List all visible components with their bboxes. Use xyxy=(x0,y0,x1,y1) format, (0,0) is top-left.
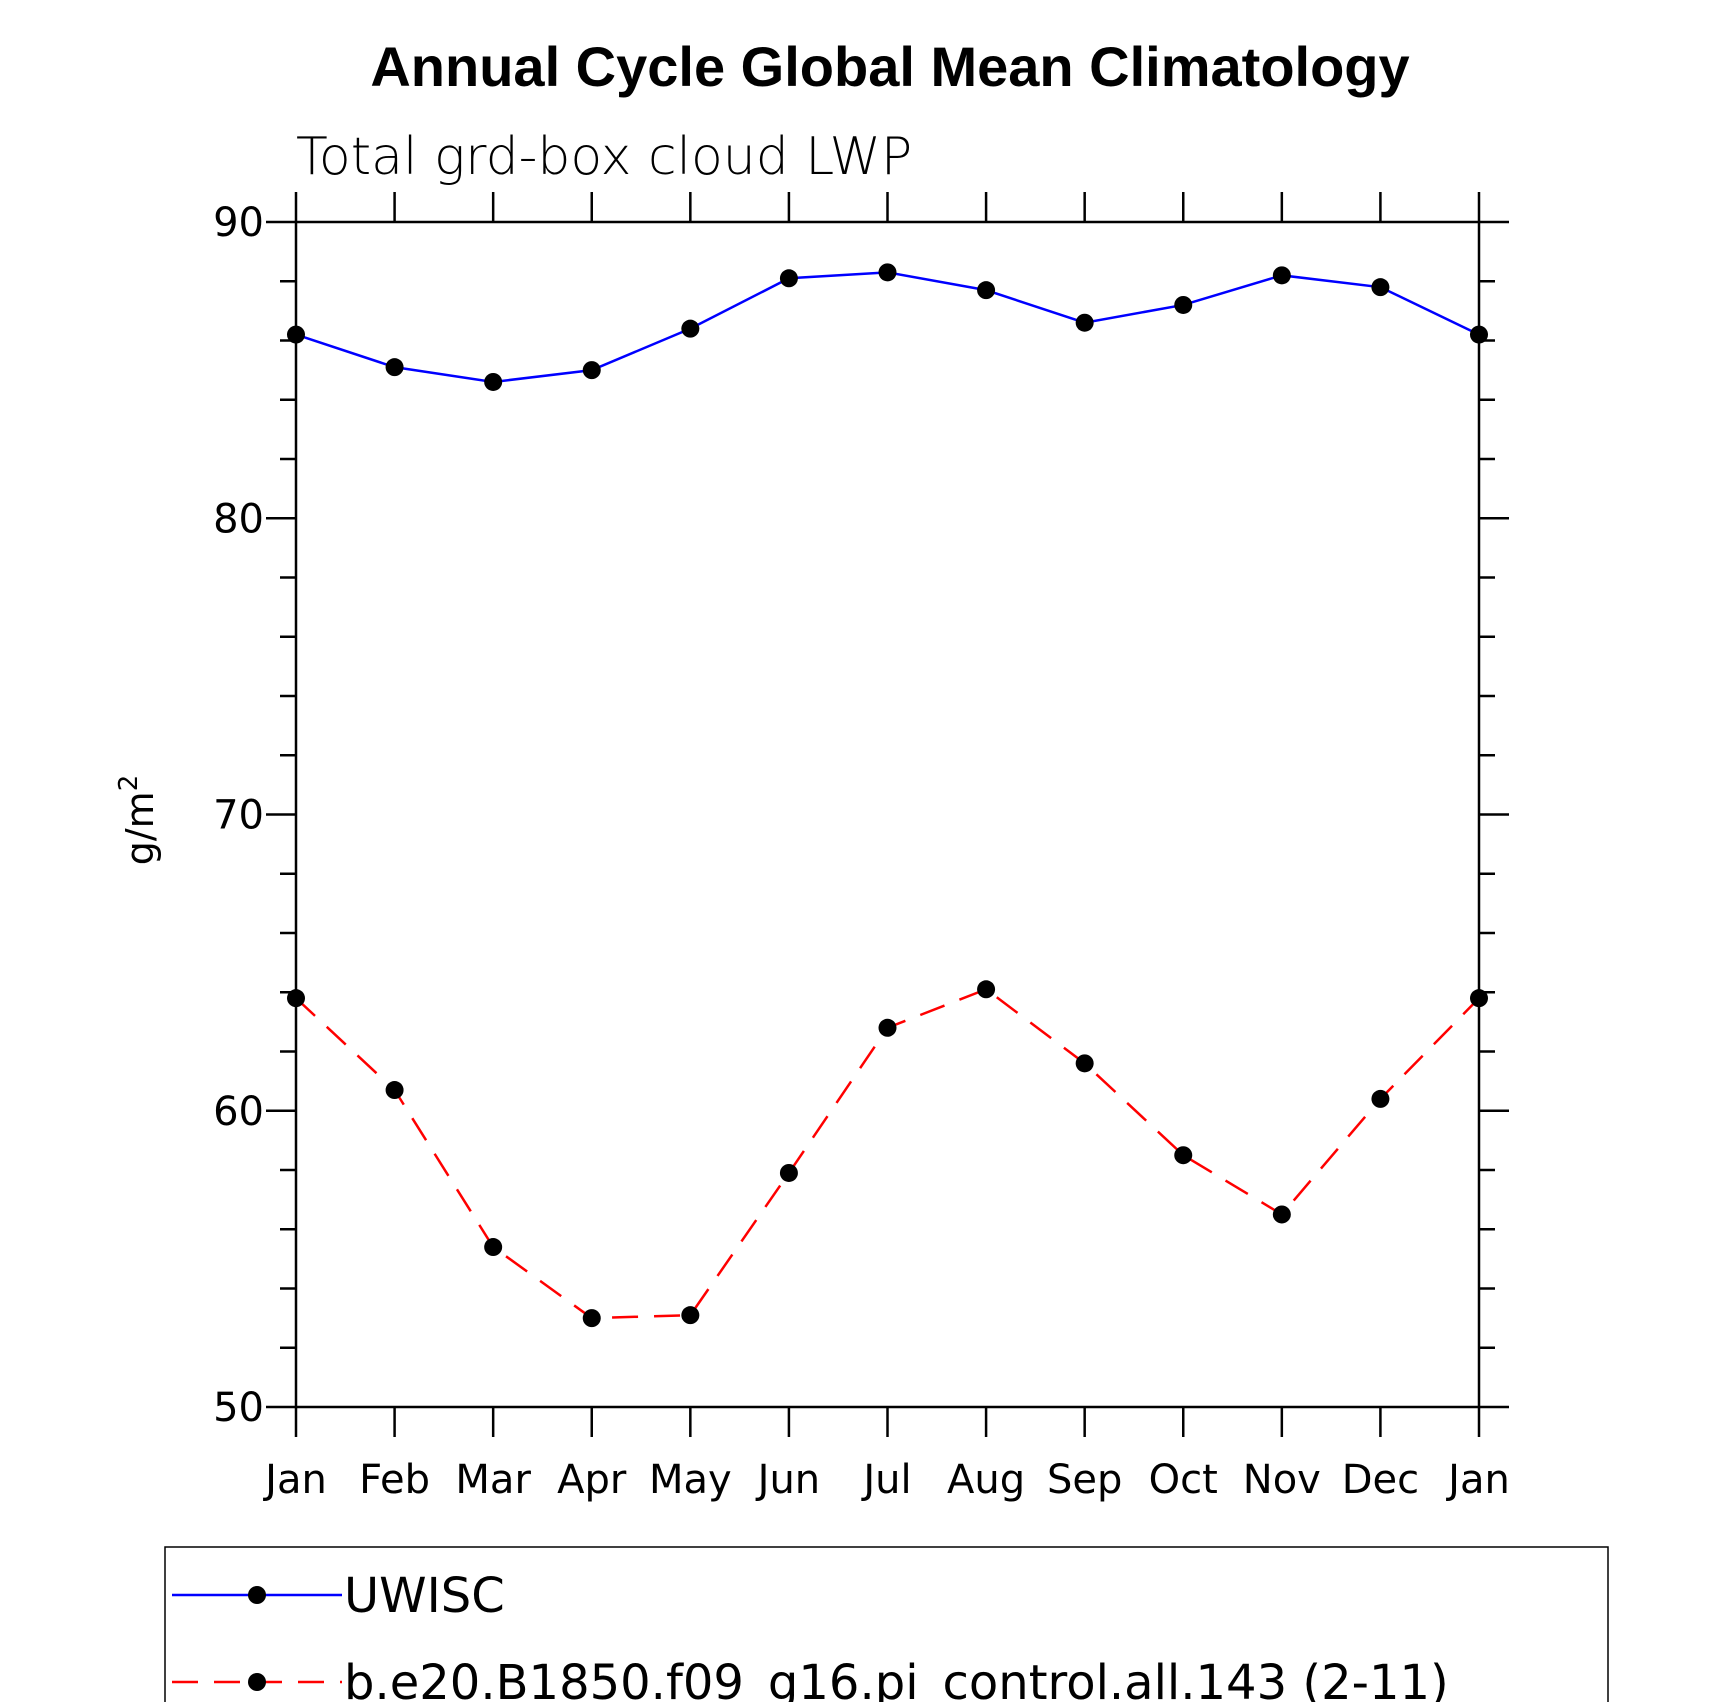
x-tick-label: Jan xyxy=(1445,1457,1510,1503)
legend-label-0: UWISC xyxy=(344,1568,505,1624)
series-1-point xyxy=(681,1306,700,1325)
legend-marker-0 xyxy=(248,1586,266,1604)
series-1-point xyxy=(1272,1205,1291,1224)
y-axis-label-text: g/m xyxy=(118,791,162,865)
x-tick-label: Jul xyxy=(860,1457,911,1503)
series-1-point xyxy=(1174,1146,1193,1165)
series-layer xyxy=(287,263,1488,1328)
y-tick-label: 80 xyxy=(213,496,264,542)
series-0-point xyxy=(385,358,404,377)
series-1-point xyxy=(287,989,305,1008)
x-tick-label: Aug xyxy=(947,1457,1025,1503)
series-0-point xyxy=(977,281,996,300)
series-1-point xyxy=(1371,1089,1390,1108)
series-line-0 xyxy=(295,271,1480,384)
x-tick-label: Sep xyxy=(1047,1457,1122,1503)
series-line-1 xyxy=(295,987,1480,1320)
series-0-point xyxy=(779,269,798,288)
x-tick-label: Nov xyxy=(1243,1457,1321,1503)
x-tick-label: Oct xyxy=(1149,1457,1218,1503)
series-1-point xyxy=(582,1309,601,1328)
x-tick-label: Mar xyxy=(455,1457,531,1503)
series-0-point xyxy=(1470,325,1488,344)
series-0-point xyxy=(582,361,601,380)
chart-title: Annual Cycle Global Mean Climatology xyxy=(370,35,1409,98)
series-0-point xyxy=(484,372,503,391)
x-tick-label: Jan xyxy=(262,1457,327,1503)
svg-text:g/m2: g/m2 xyxy=(114,775,162,866)
series-0-point xyxy=(1075,313,1094,332)
series-0-point xyxy=(1371,278,1390,297)
y-axis-label: g/m2 xyxy=(114,775,162,866)
series-0-point xyxy=(287,325,305,344)
y-tick-label: 90 xyxy=(213,200,264,246)
x-tick-label: Apr xyxy=(557,1457,627,1503)
y-axis-label-superscript: 2 xyxy=(114,775,144,792)
plot-frame xyxy=(294,220,1481,1409)
series-0-point xyxy=(1272,266,1291,285)
x-tick-label: May xyxy=(649,1457,732,1503)
series-0-point xyxy=(1174,295,1193,314)
series-1-point xyxy=(977,980,996,999)
y-tick-label: 60 xyxy=(213,1089,264,1135)
legend-box xyxy=(164,1546,1609,1702)
x-tick-label: Jun xyxy=(755,1457,821,1503)
series-1-point xyxy=(385,1081,404,1100)
legend-label-1: b.e20.B1850.f09_g16.pi_control.all.143 (… xyxy=(344,1655,1449,1702)
chart-subtitle: Total grd-box cloud LWP xyxy=(296,127,912,187)
series-1-point xyxy=(1470,989,1488,1008)
x-tick-label: Feb xyxy=(359,1457,430,1503)
legend: UWISC b.e20.B1850.f09_g16.pi_control.all.… xyxy=(164,1546,1609,1702)
series-1-point xyxy=(484,1238,503,1257)
axes: 50 60 70 80 90 Jan Feb Mar Apr May Jun Jul Aug Sep Oct… xyxy=(213,192,1510,1503)
series-0-point xyxy=(878,263,897,282)
x-tick-label: Dec xyxy=(1342,1457,1419,1503)
y-tick-label: 70 xyxy=(213,793,264,839)
series-1-point xyxy=(779,1163,798,1182)
series-1-point xyxy=(1075,1054,1094,1073)
series-0-point xyxy=(681,319,700,338)
legend-marker-1 xyxy=(248,1673,266,1691)
y-tick-label: 50 xyxy=(213,1385,264,1431)
series-1-point xyxy=(878,1018,897,1037)
